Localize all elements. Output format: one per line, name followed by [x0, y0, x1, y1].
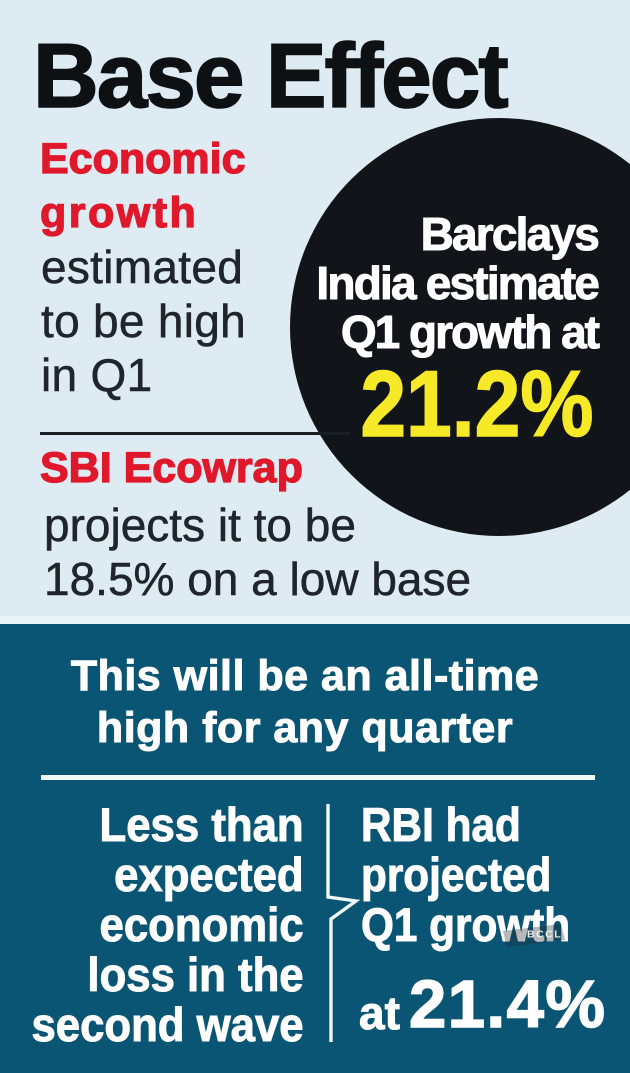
svg-text:BCCL: BCCL	[527, 929, 562, 941]
